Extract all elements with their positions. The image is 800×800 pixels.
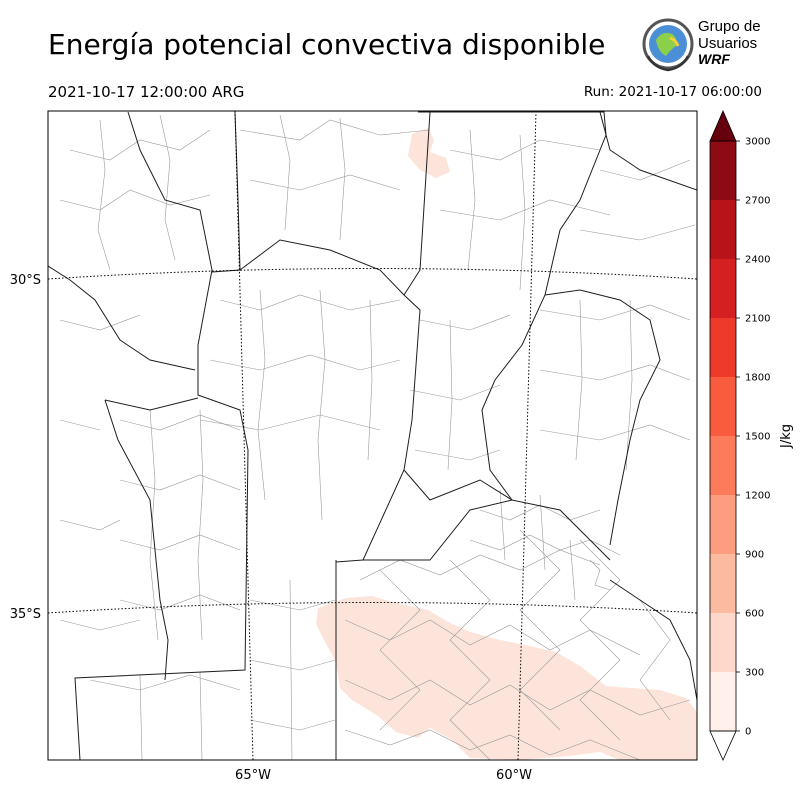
county-boundaries [59, 114, 696, 760]
cape-area-south [316, 596, 697, 760]
colorbar-segment [710, 554, 736, 613]
graticule-35s [48, 602, 697, 614]
colorbar-tick-label: 0 [745, 727, 751, 738]
colorbar-tick-label: 1500 [745, 432, 770, 443]
province-boundaries [48, 111, 697, 760]
graticule [48, 111, 697, 760]
colorbar-tick-label: 900 [745, 550, 764, 561]
colorbar-over-arrow [709, 109, 737, 142]
graticule-65w [234, 111, 254, 760]
colorbar-tick-label: 600 [745, 609, 764, 620]
colorbar-segment [710, 436, 736, 495]
colorbar-segment [710, 613, 736, 672]
colorbar-segment [710, 495, 736, 554]
wrf-logo: Grupo de Usuarios WRF [640, 16, 761, 72]
colorbar-segment [710, 259, 736, 318]
colorbar-tick-label: 2700 [745, 196, 770, 207]
colorbar-tick-label: 1800 [745, 373, 770, 384]
run-time: Run: 2021-10-17 06:00:00 [583, 84, 762, 100]
colorbar-tick-label: 2100 [745, 314, 770, 325]
colorbar-tick-label: 3000 [745, 137, 770, 148]
logo-line-2: Usuarios [698, 35, 758, 52]
map-frame [47, 110, 698, 761]
colorbar-segment [710, 200, 736, 259]
logo-line-1: Grupo de [698, 18, 761, 35]
colorbar-segment [710, 672, 736, 731]
cape-shading [316, 128, 697, 760]
colorbar-tick-label: 1200 [745, 491, 770, 502]
wrf-globe-emblem-icon [642, 18, 694, 72]
colorbar-segment [710, 318, 736, 377]
lat-label-30s: 30°S [10, 273, 41, 288]
lon-label-60w: 60°W [496, 768, 532, 783]
colorbar-segment [710, 141, 736, 200]
colorbar-unit-label: J/kg [779, 424, 794, 449]
colorbar-under-arrow [709, 730, 737, 761]
graticule-30s [48, 268, 697, 280]
lon-label-65w: 65°W [235, 768, 271, 783]
cape-area-north [408, 128, 450, 178]
valid-time: 2021-10-17 12:00:00 ARG [48, 83, 245, 101]
colorbar-segment [710, 377, 736, 436]
colorbar: 0 300 600 900 1200 1500 1800 2100 2400 2700 3000 [709, 109, 770, 761]
colorbar-tick-label: 2400 [745, 255, 770, 266]
lat-label-35s: 35°S [10, 607, 41, 622]
colorbar-tick-label: 300 [745, 668, 764, 679]
logo-line-3: WRF [698, 51, 730, 67]
map-title: Energía potencial convectiva disponible [48, 28, 606, 61]
cape-area-west-patch [362, 650, 392, 676]
